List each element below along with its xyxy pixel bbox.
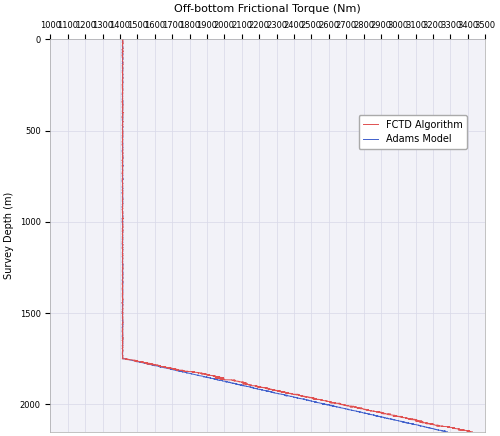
Legend: FCTD Algorithm, Adams Model: FCTD Algorithm, Adams Model [358, 115, 468, 150]
Line: FCTD Algorithm: FCTD Algorithm [122, 39, 472, 432]
FCTD Algorithm [457, 427, 463, 432]
Title: Off-bottom Frictional Torque (Nm): Off-bottom Frictional Torque (Nm) [174, 4, 361, 14]
Adams Model [432, 427, 438, 432]
Adams Model [120, 172, 126, 177]
Adams Model [120, 229, 126, 235]
Adams Model [302, 397, 308, 402]
Adams Model [444, 429, 450, 434]
FCTD Algorithm [470, 429, 476, 434]
Adams Model [120, 330, 126, 335]
FCTD Algorithm [318, 397, 324, 402]
Y-axis label: Survey Depth (m): Survey Depth (m) [4, 192, 14, 279]
Adams Model [120, 37, 126, 42]
Adams Model [120, 295, 126, 300]
FCTD Algorithm [120, 37, 126, 42]
FCTD Algorithm [119, 330, 125, 335]
Line: Adams Model: Adams Model [122, 39, 448, 432]
FCTD Algorithm [120, 295, 126, 300]
FCTD Algorithm [120, 229, 126, 235]
FCTD Algorithm [120, 172, 126, 177]
